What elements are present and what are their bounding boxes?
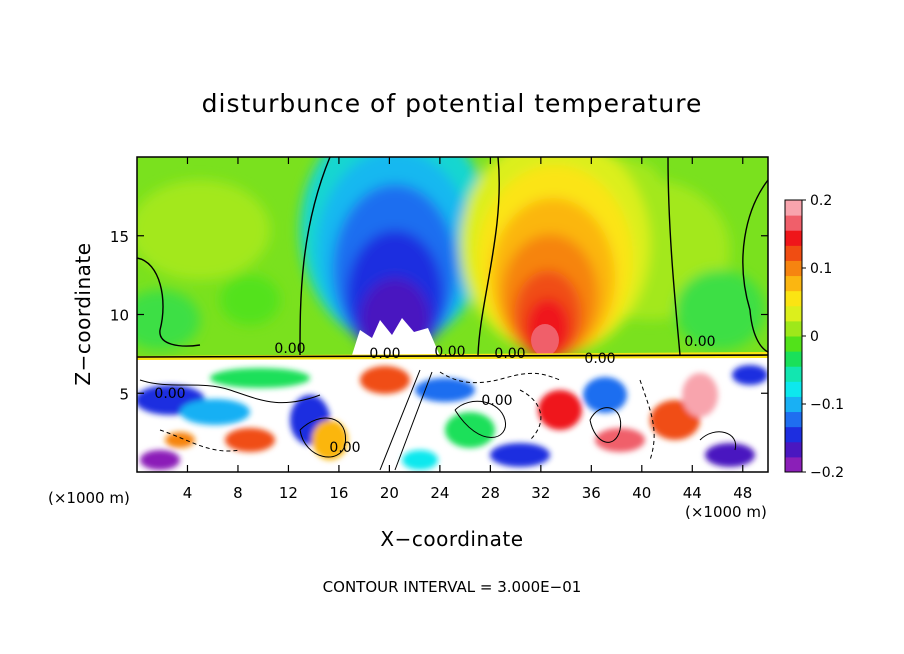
contour-label: 0.00 <box>434 344 465 360</box>
contour-label: 0.00 <box>494 346 525 362</box>
x-unit-label: (×1000 m) <box>48 489 130 507</box>
x-axis: 4 8 12 16 20 24 28 32 36 40 44 48 <box>183 157 752 502</box>
colorbar-swatch <box>785 215 802 231</box>
x-tick-label: 8 <box>233 484 243 502</box>
contour-label: 0.00 <box>584 351 615 367</box>
colorbar-ticks: 0.2 0.1 0 −0.1 −0.2 <box>802 193 844 481</box>
x-tick-label: 32 <box>531 484 550 502</box>
colorbar-swatch <box>785 396 802 413</box>
x-tick-label: 24 <box>430 484 449 502</box>
y-axis: 5 10 15 <box>110 228 768 403</box>
colorbar-swatch <box>785 411 802 428</box>
colorbar-tick-label: 0 <box>810 329 819 345</box>
y-tick-label: 5 <box>119 385 129 403</box>
x-tick-label: 20 <box>380 484 399 502</box>
y-axis-label: Z−coordinate <box>71 242 95 385</box>
x-tick-label: 48 <box>733 484 752 502</box>
x-tick-label: 28 <box>481 484 500 502</box>
heatmap-field <box>137 157 768 472</box>
x-tick-label: 4 <box>183 484 193 502</box>
colorbar-swatch <box>785 200 802 216</box>
colorbar-swatch <box>785 230 802 246</box>
colorbar-swatch <box>785 426 802 443</box>
colorbar-swatch <box>785 275 802 292</box>
colorbar-swatch <box>785 441 802 458</box>
contour-label: 0.00 <box>274 341 305 357</box>
colorbar <box>784 199 803 473</box>
x-tick-label: 16 <box>329 484 348 502</box>
colorbar-swatch <box>785 305 802 322</box>
x-axis-label: X−coordinate <box>380 527 523 551</box>
colorbar-swatch <box>785 320 802 337</box>
colorbar-tick-label: 0.2 <box>810 193 832 209</box>
x-unit-label-right: (×1000 m) <box>685 503 767 521</box>
colorbar-tick-label: 0.1 <box>810 261 832 277</box>
y-tick-label: 15 <box>110 228 129 246</box>
colorbar-tick-label: −0.2 <box>810 465 844 481</box>
contour-labels: 0.00 0.00 0.00 0.00 0.00 0.00 0.00 0.00 0.00 <box>154 334 715 456</box>
contour-label: 0.00 <box>369 346 400 362</box>
colorbar-tick-label: −0.1 <box>810 397 844 413</box>
colorbar-swatch <box>785 351 802 367</box>
contour-lines <box>137 157 768 471</box>
contour-interval-note: CONTOUR INTERVAL = 3.000E−01 <box>323 578 582 596</box>
colorbar-swatch <box>785 245 802 261</box>
colorbar-swatch <box>785 260 802 277</box>
colorbar-swatch <box>785 366 802 382</box>
contour-label: 0.00 <box>481 393 512 409</box>
contour-label: 0.00 <box>684 334 715 350</box>
colorbar-swatch <box>785 381 802 397</box>
x-tick-label: 44 <box>683 484 702 502</box>
contour-label: 0.00 <box>154 386 185 402</box>
chart-title: disturbunce of potential temperature <box>202 89 703 118</box>
y-tick-label: 10 <box>110 307 129 325</box>
x-tick-label: 12 <box>279 484 298 502</box>
x-tick-label: 40 <box>632 484 651 502</box>
colorbar-swatch <box>785 456 802 473</box>
contour-label: 0.00 <box>329 440 360 456</box>
x-tick-label: 36 <box>582 484 601 502</box>
colorbar-swatch <box>785 290 802 307</box>
colorbar-swatch <box>785 336 802 352</box>
